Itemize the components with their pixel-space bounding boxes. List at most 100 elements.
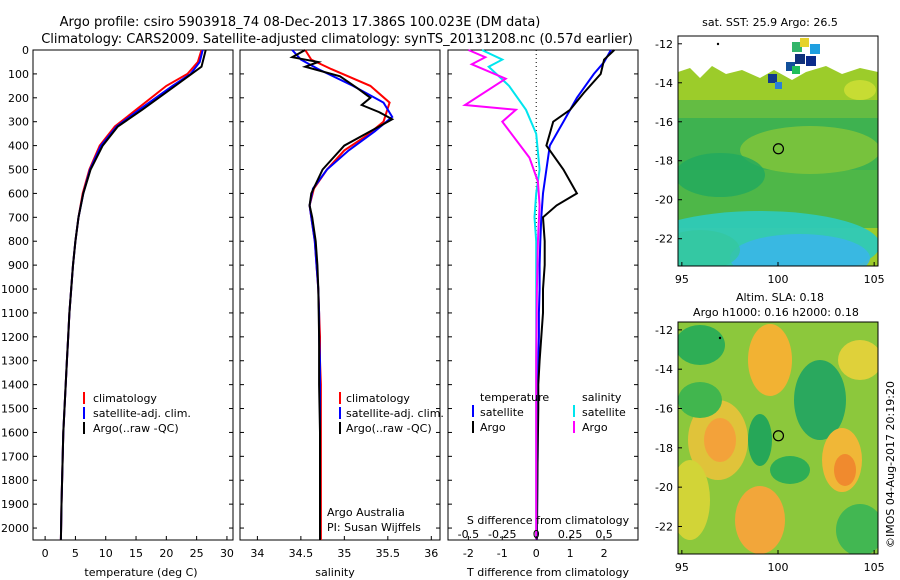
s-diff-tick-label: 0.5 (595, 528, 613, 541)
legend-climatology-2: climatology (346, 392, 410, 405)
s-diff-tick-label: -0.25 (488, 528, 516, 541)
depth-tick-label: 1700 (1, 450, 29, 463)
depth-tick-label: 1100 (1, 307, 29, 320)
difference-frame (447, 49, 639, 541)
depth-tick-label: 0 (22, 44, 29, 57)
legend-temperature-head: temperature (480, 391, 549, 404)
series-satellite-adj-clim- (59, 49, 204, 541)
sla-map-title-1: Altim. SLA: 0.18 (736, 291, 824, 304)
temperature-panel: 0100200300400500600700800900100011001200… (1, 44, 234, 579)
lon-tick-label: 95 (675, 273, 689, 286)
lat-tick-label: -22 (655, 520, 673, 533)
series-climatology (59, 49, 203, 541)
depth-tick-label: 900 (8, 259, 29, 272)
x-tick-label: 15 (129, 547, 143, 560)
lat-tick-label: -16 (655, 403, 673, 416)
depth-tick-label: 200 (8, 92, 29, 105)
depth-tick-label: 800 (8, 235, 29, 248)
lat-tick-label: -12 (655, 324, 673, 337)
salinity-legend: climatology satellite-adj. clim. Argo(..… (339, 392, 444, 435)
depth-tick-label: 1900 (1, 498, 29, 511)
s-diff-tick-label: 0 (533, 528, 540, 541)
title-line-2: Climatology: CARS2009. Satellite-adjuste… (41, 32, 633, 47)
sla-map: Altim. SLA: 0.18 Argo h1000: 0.16 h2000:… (655, 291, 885, 574)
depth-tick-label: 1200 (1, 331, 29, 344)
sla-map-title-2: Argo h1000: 0.16 h2000: 0.18 (693, 306, 859, 319)
depth-tick-label: 1400 (1, 379, 29, 392)
lon-tick-label: 105 (864, 273, 885, 286)
legend-sal-satellite: satellite (582, 406, 626, 419)
lon-tick-label: 95 (675, 561, 689, 574)
legend-temp-satellite: satellite (480, 406, 524, 419)
lat-tick-label: -22 (655, 233, 673, 246)
s-diff-tick-label: 0.25 (558, 528, 583, 541)
x-tick-label: 5 (72, 547, 79, 560)
legend-climatology: climatology (93, 392, 157, 405)
temperature-xlabel: temperature (deg C) (84, 566, 197, 579)
x-tick-label: 35.5 (376, 547, 401, 560)
t-difference-xlabel: T difference from climatology (466, 566, 629, 579)
sst-map-title: sat. SST: 25.9 Argo: 26.5 (702, 16, 838, 29)
lat-tick-label: -20 (655, 481, 673, 494)
x-tick-label: 34.5 (289, 547, 314, 560)
timestamp-stamp: ©IMOS 04-Aug-2017 20:19:20 (884, 381, 897, 548)
series-satellite-adj-clim- (291, 49, 394, 540)
legend-salinity-head: salinity (582, 391, 622, 404)
x-tick-label: 35 (337, 547, 351, 560)
x-tick-label: -2 (463, 547, 474, 560)
difference-panel: -2 -1 0 1 2 -0.5 -0.25 0 0.25 0.5 temperature sa… (447, 49, 639, 579)
lat-tick-label: -18 (655, 155, 673, 168)
argo-position-marker (772, 143, 785, 155)
x-tick-label: 36 (424, 547, 438, 560)
difference-legend: temperature satellite Argo salinity sate… (472, 391, 626, 434)
legend-argo-2: Argo(..raw -QC) (346, 422, 432, 435)
x-tick-label: 20 (159, 547, 173, 560)
legend-argo: Argo(..raw -QC) (93, 422, 179, 435)
x-tick-label: 25 (190, 547, 204, 560)
lat-tick-label: -18 (655, 442, 673, 455)
sst-map: sat. SST: 25.9 Argo: 26.5 (655, 16, 885, 286)
lat-tick-label: -14 (655, 77, 673, 90)
series-temperature-argo (535, 49, 615, 541)
title-line-1: Argo profile: csiro 5903918_74 08-Dec-20… (60, 15, 541, 30)
depth-tick-label: 1800 (1, 474, 29, 487)
depth-tick-label: 400 (8, 140, 29, 153)
s-diff-tick-label: -0.5 (458, 528, 479, 541)
legend-temp-argo: Argo (480, 421, 506, 434)
series-salinity-satellite (481, 49, 541, 540)
lat-tick-label: -20 (655, 194, 673, 207)
series-salinity-argo (462, 49, 541, 540)
depth-tick-label: 700 (8, 211, 29, 224)
x-tick-label: -1 (497, 547, 508, 560)
x-tick-label: 0 (42, 547, 49, 560)
legend-sal-argo: Argo (582, 421, 608, 434)
x-tick-label: 2 (601, 547, 608, 560)
salinity-panel: 34 34.5 35 35.5 36 salinity climatology sate… (239, 49, 444, 579)
salinity-frame (239, 49, 441, 541)
x-tick-label: 30 (220, 547, 234, 560)
temperature-frame (32, 49, 234, 541)
lon-tick-label: 100 (768, 273, 789, 286)
legend-satellite-adj-2: satellite-adj. clim. (346, 407, 444, 420)
depth-tick-label: 600 (8, 187, 29, 200)
salinity-xlabel: salinity (315, 566, 355, 579)
lat-tick-label: -14 (655, 363, 673, 376)
lon-tick-label: 105 (864, 561, 885, 574)
temperature-legend: climatology satellite-adj. clim. Argo(..… (83, 392, 191, 435)
x-tick-label: 34 (250, 547, 264, 560)
depth-tick-label: 500 (8, 164, 29, 177)
depth-tick-label: 1000 (1, 283, 29, 296)
depth-tick-label: 2000 (1, 522, 29, 535)
depth-tick-label: 1600 (1, 426, 29, 439)
depth-tick-label: 100 (8, 68, 29, 81)
x-tick-label: 0 (533, 547, 540, 560)
s-difference-xlabel: S difference from climatology (467, 514, 630, 527)
attribution-line-2: PI: Susan Wijffels (327, 521, 421, 534)
attribution-line-1: Argo Australia (327, 506, 405, 519)
argo-position-marker (772, 430, 785, 442)
series-temperature-satellite (535, 49, 612, 541)
x-tick-label: 1 (567, 547, 574, 560)
depth-tick-label: 300 (8, 116, 29, 129)
series-argo-raw-qc- (59, 49, 207, 541)
